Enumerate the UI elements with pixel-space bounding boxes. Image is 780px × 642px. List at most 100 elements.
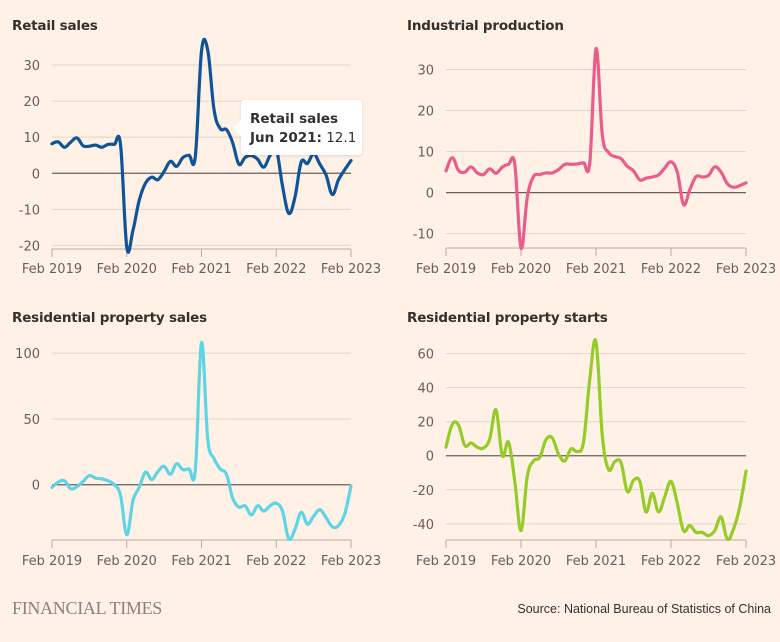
residential-property-sales-data-point bbox=[194, 469, 196, 471]
residential-property-sales-data-point bbox=[275, 502, 277, 504]
residential-property-sales-data-point bbox=[306, 523, 308, 525]
retail-sales-data-point bbox=[169, 160, 171, 162]
residential-property-sales-data-point bbox=[188, 468, 190, 470]
retail-sales-data-point bbox=[69, 141, 71, 143]
retail-sales-x-tick-label: Feb 2019 bbox=[22, 262, 82, 277]
retail-sales-data-point bbox=[231, 141, 233, 143]
retail-sales-data-point bbox=[331, 193, 333, 195]
industrial-production-data-point bbox=[482, 173, 484, 175]
residential-property-starts-data-point bbox=[445, 446, 447, 448]
retail-sales-data-point bbox=[337, 179, 339, 181]
industrial-production-data-point bbox=[651, 176, 653, 178]
retail-sales-data-point bbox=[182, 157, 184, 159]
residential-property-starts-data-point bbox=[701, 531, 703, 533]
residential-property-starts-data-point bbox=[676, 502, 678, 504]
residential-property-starts-data-point bbox=[507, 441, 509, 443]
residential-property-starts-data-point bbox=[682, 529, 684, 531]
residential-property-starts-data-point bbox=[539, 456, 541, 458]
industrial-production-y-tick-label: 0 bbox=[426, 187, 434, 202]
retail-sales-y-tick-label: 10 bbox=[23, 131, 40, 146]
residential-property-starts-data-point bbox=[482, 447, 484, 449]
industrial-production-data-point bbox=[645, 177, 647, 179]
tooltip-value: 12.1 bbox=[326, 130, 357, 146]
residential-property-starts-data-point bbox=[489, 438, 491, 440]
residential-property-starts-x-tick-label: Feb 2019 bbox=[416, 554, 476, 569]
industrial-production-data-point bbox=[726, 182, 728, 184]
retail-sales-data-point bbox=[132, 229, 134, 231]
residential-property-sales-data-point bbox=[231, 497, 233, 499]
industrial-production-data-point bbox=[695, 175, 697, 177]
industrial-production-data-point bbox=[589, 161, 591, 163]
residential-property-sales-data-point bbox=[69, 487, 71, 489]
retail-sales-data-point bbox=[256, 158, 258, 160]
industrial-production-data-point bbox=[601, 134, 603, 136]
retail-sales-data-point bbox=[263, 166, 265, 168]
residential-property-sales-x-tick-label: Feb 2021 bbox=[171, 554, 231, 569]
residential-property-starts-y-tick-label: 0 bbox=[426, 450, 434, 465]
source-note: Source: National Bureau of Statistics of… bbox=[517, 602, 771, 616]
industrial-production-x-tick-label: Feb 2021 bbox=[566, 262, 626, 277]
residential-property-sales-data-point bbox=[337, 524, 339, 526]
residential-property-starts-data-point bbox=[464, 444, 466, 446]
retail-sales-data-point bbox=[138, 199, 140, 201]
residential-property-starts-data-point bbox=[545, 438, 547, 440]
residential-property-sales-data-point bbox=[51, 486, 53, 488]
residential-property-starts-data-point bbox=[620, 461, 622, 463]
retail-sales-series-line bbox=[50, 37, 353, 254]
residential-property-sales-data-point bbox=[256, 505, 258, 507]
residential-property-starts-data-point bbox=[470, 442, 472, 444]
residential-property-sales-y-tick-label: 0 bbox=[32, 479, 40, 494]
residential-property-starts-data-point bbox=[570, 448, 572, 450]
industrial-production-y-tick-label: 10 bbox=[417, 146, 434, 161]
industrial-production-data-point bbox=[545, 172, 547, 174]
industrial-production-data-point bbox=[464, 171, 466, 173]
residential-property-starts-data-point bbox=[726, 538, 728, 540]
retail-sales-data-point bbox=[175, 165, 177, 167]
industrial-production-data-point bbox=[514, 163, 516, 165]
industrial-production-x-tick-label: Feb 2022 bbox=[641, 262, 701, 277]
retail-sales-data-point bbox=[150, 176, 152, 178]
retail-sales-data-point bbox=[76, 137, 78, 139]
residential-property-sales-data-point bbox=[269, 505, 271, 507]
retail-sales-data-point bbox=[94, 144, 96, 146]
residential-property-sales-y-tick-label: 50 bbox=[23, 413, 40, 428]
chart-title-residential-property-sales: Residential property sales bbox=[12, 310, 207, 326]
residential-property-starts-data-point bbox=[607, 468, 609, 470]
residential-property-starts-y-tick-label: -40 bbox=[413, 518, 434, 533]
residential-property-starts-data-point bbox=[595, 341, 597, 343]
residential-property-starts-data-point bbox=[745, 470, 747, 472]
residential-property-sales-data-point bbox=[138, 486, 140, 488]
retail-sales-data-point bbox=[157, 179, 159, 181]
residential-property-sales-series-line bbox=[50, 340, 353, 542]
residential-property-starts-data-point bbox=[576, 450, 578, 452]
industrial-production-data-point bbox=[676, 171, 678, 173]
residential-property-starts-data-point bbox=[520, 529, 522, 531]
chart-title-residential-property-starts: Residential property starts bbox=[407, 310, 608, 326]
retail-sales-data-point bbox=[51, 142, 53, 144]
retail-sales-x-tick-label: Feb 2023 bbox=[321, 262, 381, 277]
residential-property-starts-data-point bbox=[476, 446, 478, 448]
residential-property-starts-data-point bbox=[651, 492, 653, 494]
residential-property-sales-data-point bbox=[132, 499, 134, 501]
industrial-production-data-point bbox=[551, 172, 553, 174]
retail-sales-data-point bbox=[225, 128, 227, 130]
residential-property-starts-data-point bbox=[451, 423, 453, 425]
tooltip-date: Jun 2021: bbox=[250, 130, 322, 146]
residential-property-sales-data-point bbox=[76, 486, 78, 488]
residential-property-starts-data-point bbox=[657, 511, 659, 513]
residential-property-sales-data-point bbox=[113, 484, 115, 486]
industrial-production-data-point bbox=[745, 182, 747, 184]
residential-property-starts-y-tick-label: 40 bbox=[417, 382, 434, 397]
residential-property-sales-data-point bbox=[238, 506, 240, 508]
residential-property-starts-data-point bbox=[626, 490, 628, 492]
industrial-production-data-point bbox=[614, 155, 616, 157]
residential-property-starts-data-point bbox=[514, 480, 516, 482]
residential-property-sales-data-point bbox=[101, 478, 103, 480]
retail-sales-y-tick-label: -20 bbox=[19, 239, 40, 254]
residential-property-sales-data-point bbox=[126, 534, 128, 536]
retail-sales-data-point bbox=[281, 185, 283, 187]
tooltip-series-name: Retail sales bbox=[250, 111, 339, 127]
retail-sales-data-point bbox=[188, 154, 190, 156]
industrial-production-data-point bbox=[682, 203, 684, 205]
